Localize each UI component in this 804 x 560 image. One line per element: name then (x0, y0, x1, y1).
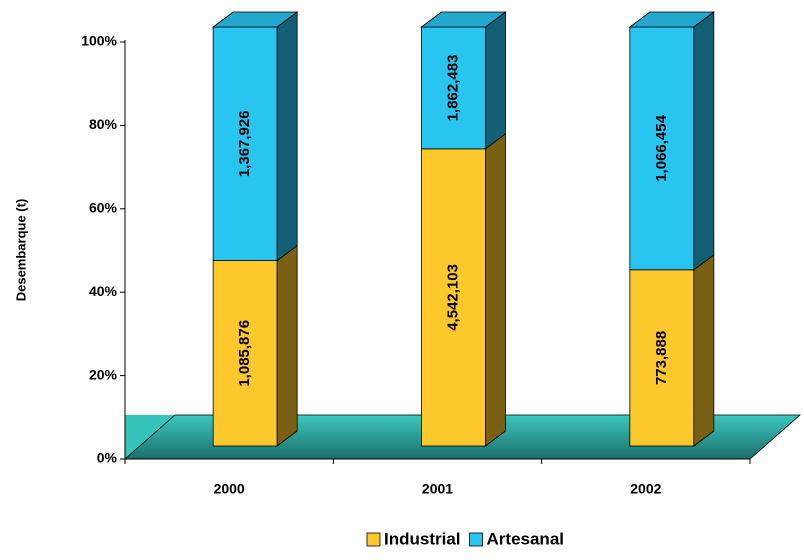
data-label: 1,367,926 (236, 110, 253, 177)
x-tick-label: 2001 (422, 481, 453, 497)
bar-segment (421, 26, 486, 150)
bar-top (420, 11, 507, 28)
bar-segment (212, 26, 278, 261)
data-label: 1,085,876 (236, 320, 253, 387)
data-label: 773,888 (653, 331, 670, 385)
bar-side (485, 11, 506, 150)
bar-top (211, 11, 299, 28)
y-tick-label: 20% (89, 366, 118, 382)
bar-side (693, 254, 715, 447)
legend-label: Artesanal (487, 529, 564, 548)
y-tick-label: 100% (81, 33, 117, 49)
bar-segment (629, 26, 695, 271)
data-label: 4,542,103 (444, 264, 461, 331)
bar-side (693, 11, 715, 271)
y-tick-label: 0% (97, 450, 118, 466)
bar-top (628, 11, 716, 28)
legend-swatch (366, 532, 381, 547)
legend-swatch (469, 532, 483, 547)
bar-side (276, 11, 298, 262)
x-tick-label: 2002 (630, 481, 661, 497)
data-label: 1,862,483 (444, 55, 461, 122)
bar-side (485, 133, 506, 447)
y-tick-label: 60% (89, 200, 118, 216)
bar-segment (212, 260, 278, 447)
y-tick-label: 40% (89, 283, 118, 299)
bar-side (276, 244, 298, 447)
y-tick-label: 80% (89, 116, 118, 132)
x-tick-label: 2000 (214, 481, 245, 497)
legend-label: Industrial (384, 529, 461, 548)
y-axis-label: Desembarque (t) (13, 199, 28, 302)
bar-segment (629, 269, 695, 447)
bar-segment (421, 148, 486, 447)
data-label: 1,066,454 (653, 114, 670, 181)
